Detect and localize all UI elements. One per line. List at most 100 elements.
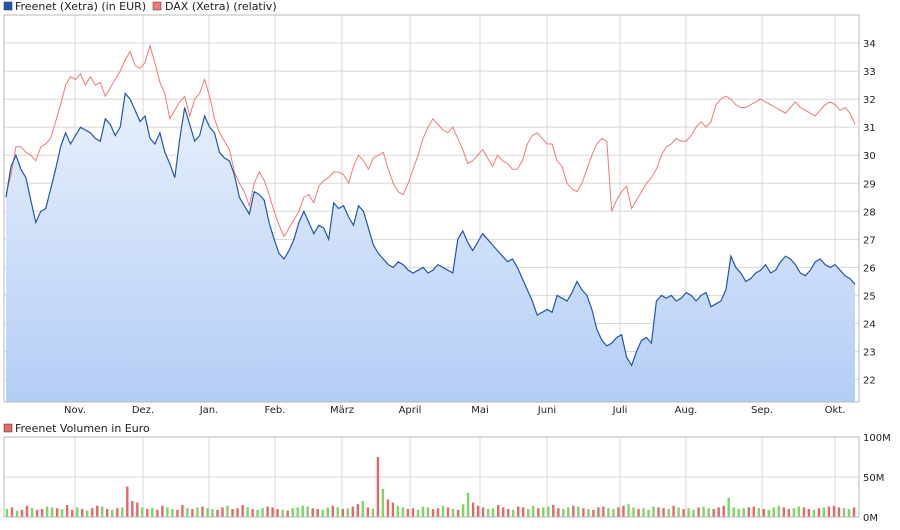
volume-bar <box>732 507 735 517</box>
volume-bar <box>667 509 670 517</box>
volume-bar <box>547 506 550 517</box>
price-y-tick-label: 27 <box>863 235 876 246</box>
volume-bar <box>451 509 455 517</box>
volume-bar <box>426 507 430 517</box>
price-x-tick-label: Nov. <box>64 405 86 416</box>
volume-bar <box>677 507 680 517</box>
volume-bar <box>60 509 64 517</box>
volume-bar <box>657 507 660 517</box>
volume-bar <box>10 507 14 517</box>
price-x-tick-label: Aug. <box>675 405 698 416</box>
volume-bar <box>747 507 750 517</box>
price-panel-frame <box>3 14 860 403</box>
volume-bar <box>782 507 785 517</box>
volume-bar <box>822 507 826 517</box>
volume-bar <box>627 504 630 517</box>
volume-bar <box>456 509 460 517</box>
volume-bar <box>25 505 29 517</box>
price-y-tick-label: 25 <box>863 291 876 302</box>
price-x-tick-label: März <box>330 405 354 416</box>
volume-bar <box>497 505 500 517</box>
price-x-tick-label: Mai <box>471 405 489 416</box>
volume-bar <box>371 509 375 517</box>
price-legend: Freenet (Xetra) (in EUR) DAX (Xetra) (re… <box>3 0 277 13</box>
volume-bar <box>35 509 39 517</box>
price-y-tick-label: 31 <box>863 123 876 134</box>
volume-bar <box>757 508 760 517</box>
volume-bar <box>512 509 515 517</box>
volume-bar <box>111 509 114 517</box>
price-y-axis: 22 23 24 25 26 27 28 29 30 31 32 33 34 <box>863 39 876 387</box>
volume-bar <box>446 507 450 517</box>
volume-bar <box>807 509 811 517</box>
volume-bar <box>507 509 510 517</box>
volume-bar <box>532 505 535 517</box>
price-x-tick-label: April <box>399 405 422 416</box>
price-x-tick-label: Jan. <box>199 405 219 416</box>
volume-bar <box>642 508 645 517</box>
volume-bar <box>762 509 765 517</box>
volume-bar <box>727 497 730 517</box>
volume-bar <box>852 507 856 517</box>
volume-bar <box>261 508 264 517</box>
volume-bar <box>196 507 199 517</box>
volume-bar <box>191 509 194 517</box>
price-y-tick-label: 32 <box>863 95 876 106</box>
volume-bar <box>55 508 59 517</box>
volume-bar <box>286 510 289 517</box>
volume-bar <box>96 505 99 517</box>
volume-bar <box>166 507 169 517</box>
volume-y-tick-label: 0M <box>863 513 878 524</box>
volume-bar <box>91 508 94 517</box>
volume-bar <box>827 506 831 517</box>
volume-bar <box>316 509 319 517</box>
volume-bar <box>537 508 540 517</box>
volume-bar <box>787 509 790 517</box>
volume-bar <box>702 506 705 517</box>
volume-bar <box>151 508 154 517</box>
volume-panel: 0M 50M 100M <box>3 433 891 524</box>
price-x-tick-label: Feb. <box>265 405 286 416</box>
volume-bar <box>722 505 725 517</box>
volume-bar <box>622 505 625 517</box>
volume-bar <box>276 509 279 517</box>
volume-bar <box>832 505 836 517</box>
volume-y-axis: 0M 50M 100M <box>863 433 891 524</box>
volume-bar <box>136 502 139 517</box>
volume-bar <box>717 507 720 517</box>
volume-bar <box>602 506 605 517</box>
volume-bar <box>652 506 655 517</box>
volume-bar <box>421 506 425 517</box>
volume-bar <box>15 510 19 517</box>
price-y-tick-label: 23 <box>863 348 876 359</box>
volume-bar <box>201 506 204 517</box>
volume-bar <box>542 507 545 517</box>
volume-bar <box>116 508 119 517</box>
volume-bar <box>752 506 755 517</box>
volume-bar <box>181 505 184 517</box>
volume-bar <box>562 509 565 517</box>
volume-bar <box>176 509 179 517</box>
volume-bar <box>321 509 324 517</box>
volume-bar <box>522 507 525 517</box>
volume-bar <box>847 509 851 517</box>
volume-bar <box>331 505 334 517</box>
volume-bar <box>582 508 585 517</box>
volume-bar <box>692 509 695 517</box>
volume-bar <box>687 508 690 517</box>
volume-bar <box>436 508 440 517</box>
volume-bar <box>607 508 610 517</box>
volume-bar <box>577 506 580 517</box>
volume-bar <box>86 510 89 517</box>
volume-bar <box>50 507 54 517</box>
volume-bar <box>471 502 475 517</box>
volume-bar <box>231 509 234 517</box>
volume-bar <box>697 507 700 517</box>
volume-bar <box>597 507 600 517</box>
volume-legend: Freenet Volumen in Euro <box>3 422 150 435</box>
volume-bar <box>326 507 329 517</box>
volume-bar <box>662 508 665 517</box>
volume-bar <box>226 505 229 517</box>
volume-bar <box>632 507 635 517</box>
